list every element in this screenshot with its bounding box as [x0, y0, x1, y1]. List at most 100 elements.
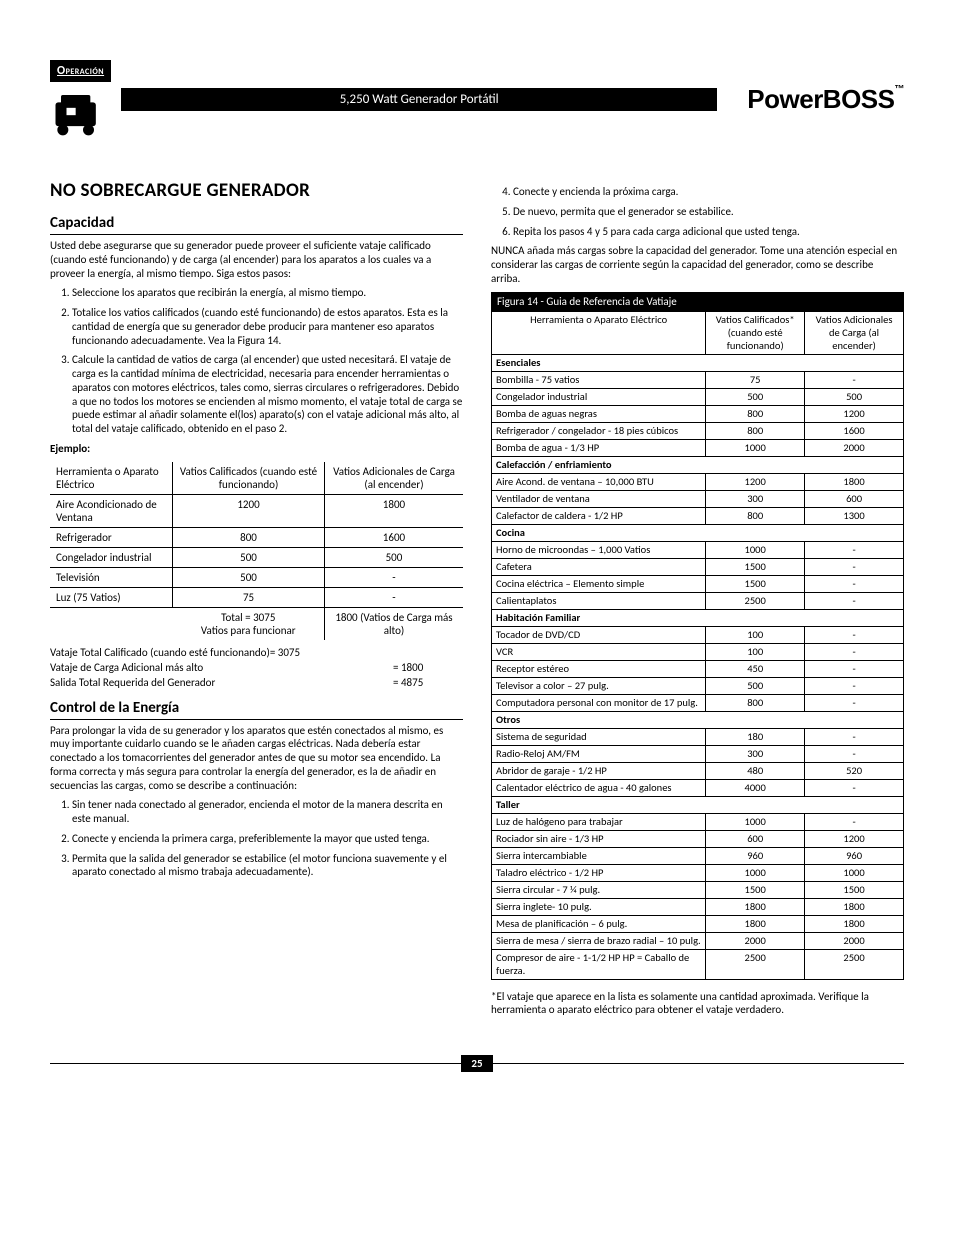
table-row: Total = 3075 Vatios para funcionar 1800 … [50, 607, 463, 640]
table-row: Luz (75 Vatios) 75 - [50, 587, 463, 607]
cell-surge: 960 [805, 847, 904, 864]
table-row: Sierra circular - 7 ¼ pulg. 1500 1500 [492, 881, 904, 898]
cell-surge: - [324, 587, 463, 607]
cell-rated: 800 [173, 527, 325, 547]
cell-tool: Tocador de DVD/CD [492, 626, 706, 643]
cell-rated: 500 [706, 677, 805, 694]
body-columns: NO SOBRECARGUE GENERADOR Capacidad Usted… [50, 179, 904, 1023]
cell-surge: 1300 [805, 507, 904, 524]
cell-tool: Luz (75 Vatios) [50, 587, 173, 607]
table-row: Tocador de DVD/CD 100 - [492, 626, 904, 643]
cell-rated: 300 [706, 490, 805, 507]
capacity-step: Seleccione los aparatos que recibirán la… [72, 286, 463, 300]
table-row: Cocina eléctrica – Elemento simple 1500 … [492, 575, 904, 592]
cell-rated: 500 [173, 567, 325, 587]
total-rated: Total = 3075 Vatios para funcionar [173, 607, 325, 640]
col-rated: Vatios Calificados (cuando esté funciona… [173, 462, 325, 495]
capacity-step: Calcule la cantidad de vatios de carga (… [72, 353, 463, 436]
totals-row: Salida Total Requerida del Generador = 4… [50, 676, 463, 689]
cell-surge: 1500 [805, 881, 904, 898]
table-row: Sierra inglete- 10 pulg. 1800 1800 [492, 898, 904, 915]
section-title: Otros [492, 711, 904, 728]
cell-rated: 500 [173, 547, 325, 567]
table-row: Herramienta o Aparato Eléctrico Vatios C… [50, 462, 463, 495]
ref-col-tool: Herramienta o Aparato Eléctrico [492, 311, 706, 354]
table-section-row: Calefacción / enfriamiento [492, 456, 904, 473]
col-surge: Vatios Adicionales de Carga (al encender… [324, 462, 463, 495]
table-row: Aire Acond. de ventana – 10,000 BTU 1200… [492, 473, 904, 490]
cell-surge: - [805, 371, 904, 388]
cell-tool: Ventilador de ventana [492, 490, 706, 507]
cell-tool: Televisor a color – 27 pulg. [492, 677, 706, 694]
operation-badge: Operación [50, 60, 111, 82]
page-number: 25 [461, 1055, 492, 1072]
cell-rated: 960 [706, 847, 805, 864]
capacity-steps: Seleccione los aparatos que recibirán la… [50, 286, 463, 436]
totals-row: Vataje de Carga Adicional más alto = 180… [50, 661, 463, 674]
table-row: Calientaplatos 2500 - [492, 592, 904, 609]
cell-tool: Refrigerador / congelador - 18 pies cúbi… [492, 422, 706, 439]
cell-tool: Congelador industrial [50, 547, 173, 567]
cell-surge: 1800 [805, 473, 904, 490]
cell-surge: - [805, 677, 904, 694]
cell-tool: Bomba de aguas negras [492, 405, 706, 422]
cell-rated: 500 [706, 388, 805, 405]
cell-tool: Sierra intercambiable [492, 847, 706, 864]
cell-rated: 300 [706, 745, 805, 762]
cell-tool: Cocina eléctrica – Elemento simple [492, 575, 706, 592]
cell-tool: Bombilla - 75 vatios [492, 371, 706, 388]
totals-block: Vataje Total Calificado (cuando esté fun… [50, 646, 463, 689]
cell-rated: 100 [706, 626, 805, 643]
cell-rated: 450 [706, 660, 805, 677]
cell-tool: Horno de microondas – 1,000 Vatios [492, 541, 706, 558]
example-label: Ejemplo: [50, 442, 463, 456]
table-row: Calefactor de caldera - 1/2 HP 800 1300 [492, 507, 904, 524]
table-section-row: Esenciales [492, 354, 904, 371]
table-row: Televisor a color – 27 pulg. 500 - [492, 677, 904, 694]
cell-tool: Calefactor de caldera - 1/2 HP [492, 507, 706, 524]
cell-tool: Aire Acondicionado de Ventana [50, 494, 173, 527]
cell-tool: Aire Acond. de ventana – 10,000 BTU [492, 473, 706, 490]
cell-rated: 180 [706, 728, 805, 745]
cell-surge: 1600 [324, 527, 463, 547]
table-section-row: Habitación Familiar [492, 609, 904, 626]
totals-label: Vataje Total Calificado (cuando esté fun… [50, 646, 393, 659]
cell-rated: 2000 [706, 932, 805, 949]
table-section-row: Otros [492, 711, 904, 728]
cell-tool: Cafetera [492, 558, 706, 575]
cell-rated: 1200 [173, 494, 325, 527]
right-steps: Conecte y encienda la próxima carga. De … [491, 185, 904, 238]
capacity-heading: Capacidad [50, 214, 463, 235]
table-row: Horno de microondas – 1,000 Vatios 1000 … [492, 541, 904, 558]
cell-surge: 600 [805, 490, 904, 507]
cell-surge: 520 [805, 762, 904, 779]
cell-rated: 1500 [706, 558, 805, 575]
cell-surge: - [805, 694, 904, 711]
section-title: Habitación Familiar [492, 609, 904, 626]
section-title: Taller [492, 796, 904, 813]
totals-value: = 4875 [393, 676, 463, 689]
cell-surge: - [805, 813, 904, 830]
control-steps: Sin tener nada conectado al generador, e… [50, 798, 463, 879]
control-intro: Para prolongar la vida de su generador y… [50, 724, 463, 793]
table-row: Refrigerador / congelador - 18 pies cúbi… [492, 422, 904, 439]
cell-surge: - [805, 575, 904, 592]
totals-label: Salida Total Requerida del Generador [50, 676, 393, 689]
table-row: Congelador industrial 500 500 [492, 388, 904, 405]
right-column: Conecte y encienda la próxima carga. De … [491, 179, 904, 1023]
cell-tool: Sistema de seguridad [492, 728, 706, 745]
control-step: Sin tener nada conectado al generador, e… [72, 798, 463, 826]
cell-rated: 1000 [706, 864, 805, 881]
cell-surge: 1800 [805, 915, 904, 932]
cell-surge: - [805, 745, 904, 762]
table-row: Aire Acondicionado de Ventana 1200 1800 [50, 494, 463, 527]
col-tool: Herramienta o Aparato Eléctrico [50, 462, 173, 495]
cell-rated: 75 [173, 587, 325, 607]
reference-table-wrap: Figura 14 - Guia de Referencia de Vatiaj… [491, 292, 904, 980]
table-row: Abridor de garaje - 1/2 HP 480 520 [492, 762, 904, 779]
cell-rated: 1500 [706, 575, 805, 592]
right-step: Repita los pasos 4 y 5 para cada carga a… [513, 225, 904, 239]
totals-label: Vataje de Carga Adicional más alto [50, 661, 393, 674]
cell-tool: Receptor estéreo [492, 660, 706, 677]
ref-col-surge: Vatios Adicionales de Carga (al encender… [805, 311, 904, 354]
